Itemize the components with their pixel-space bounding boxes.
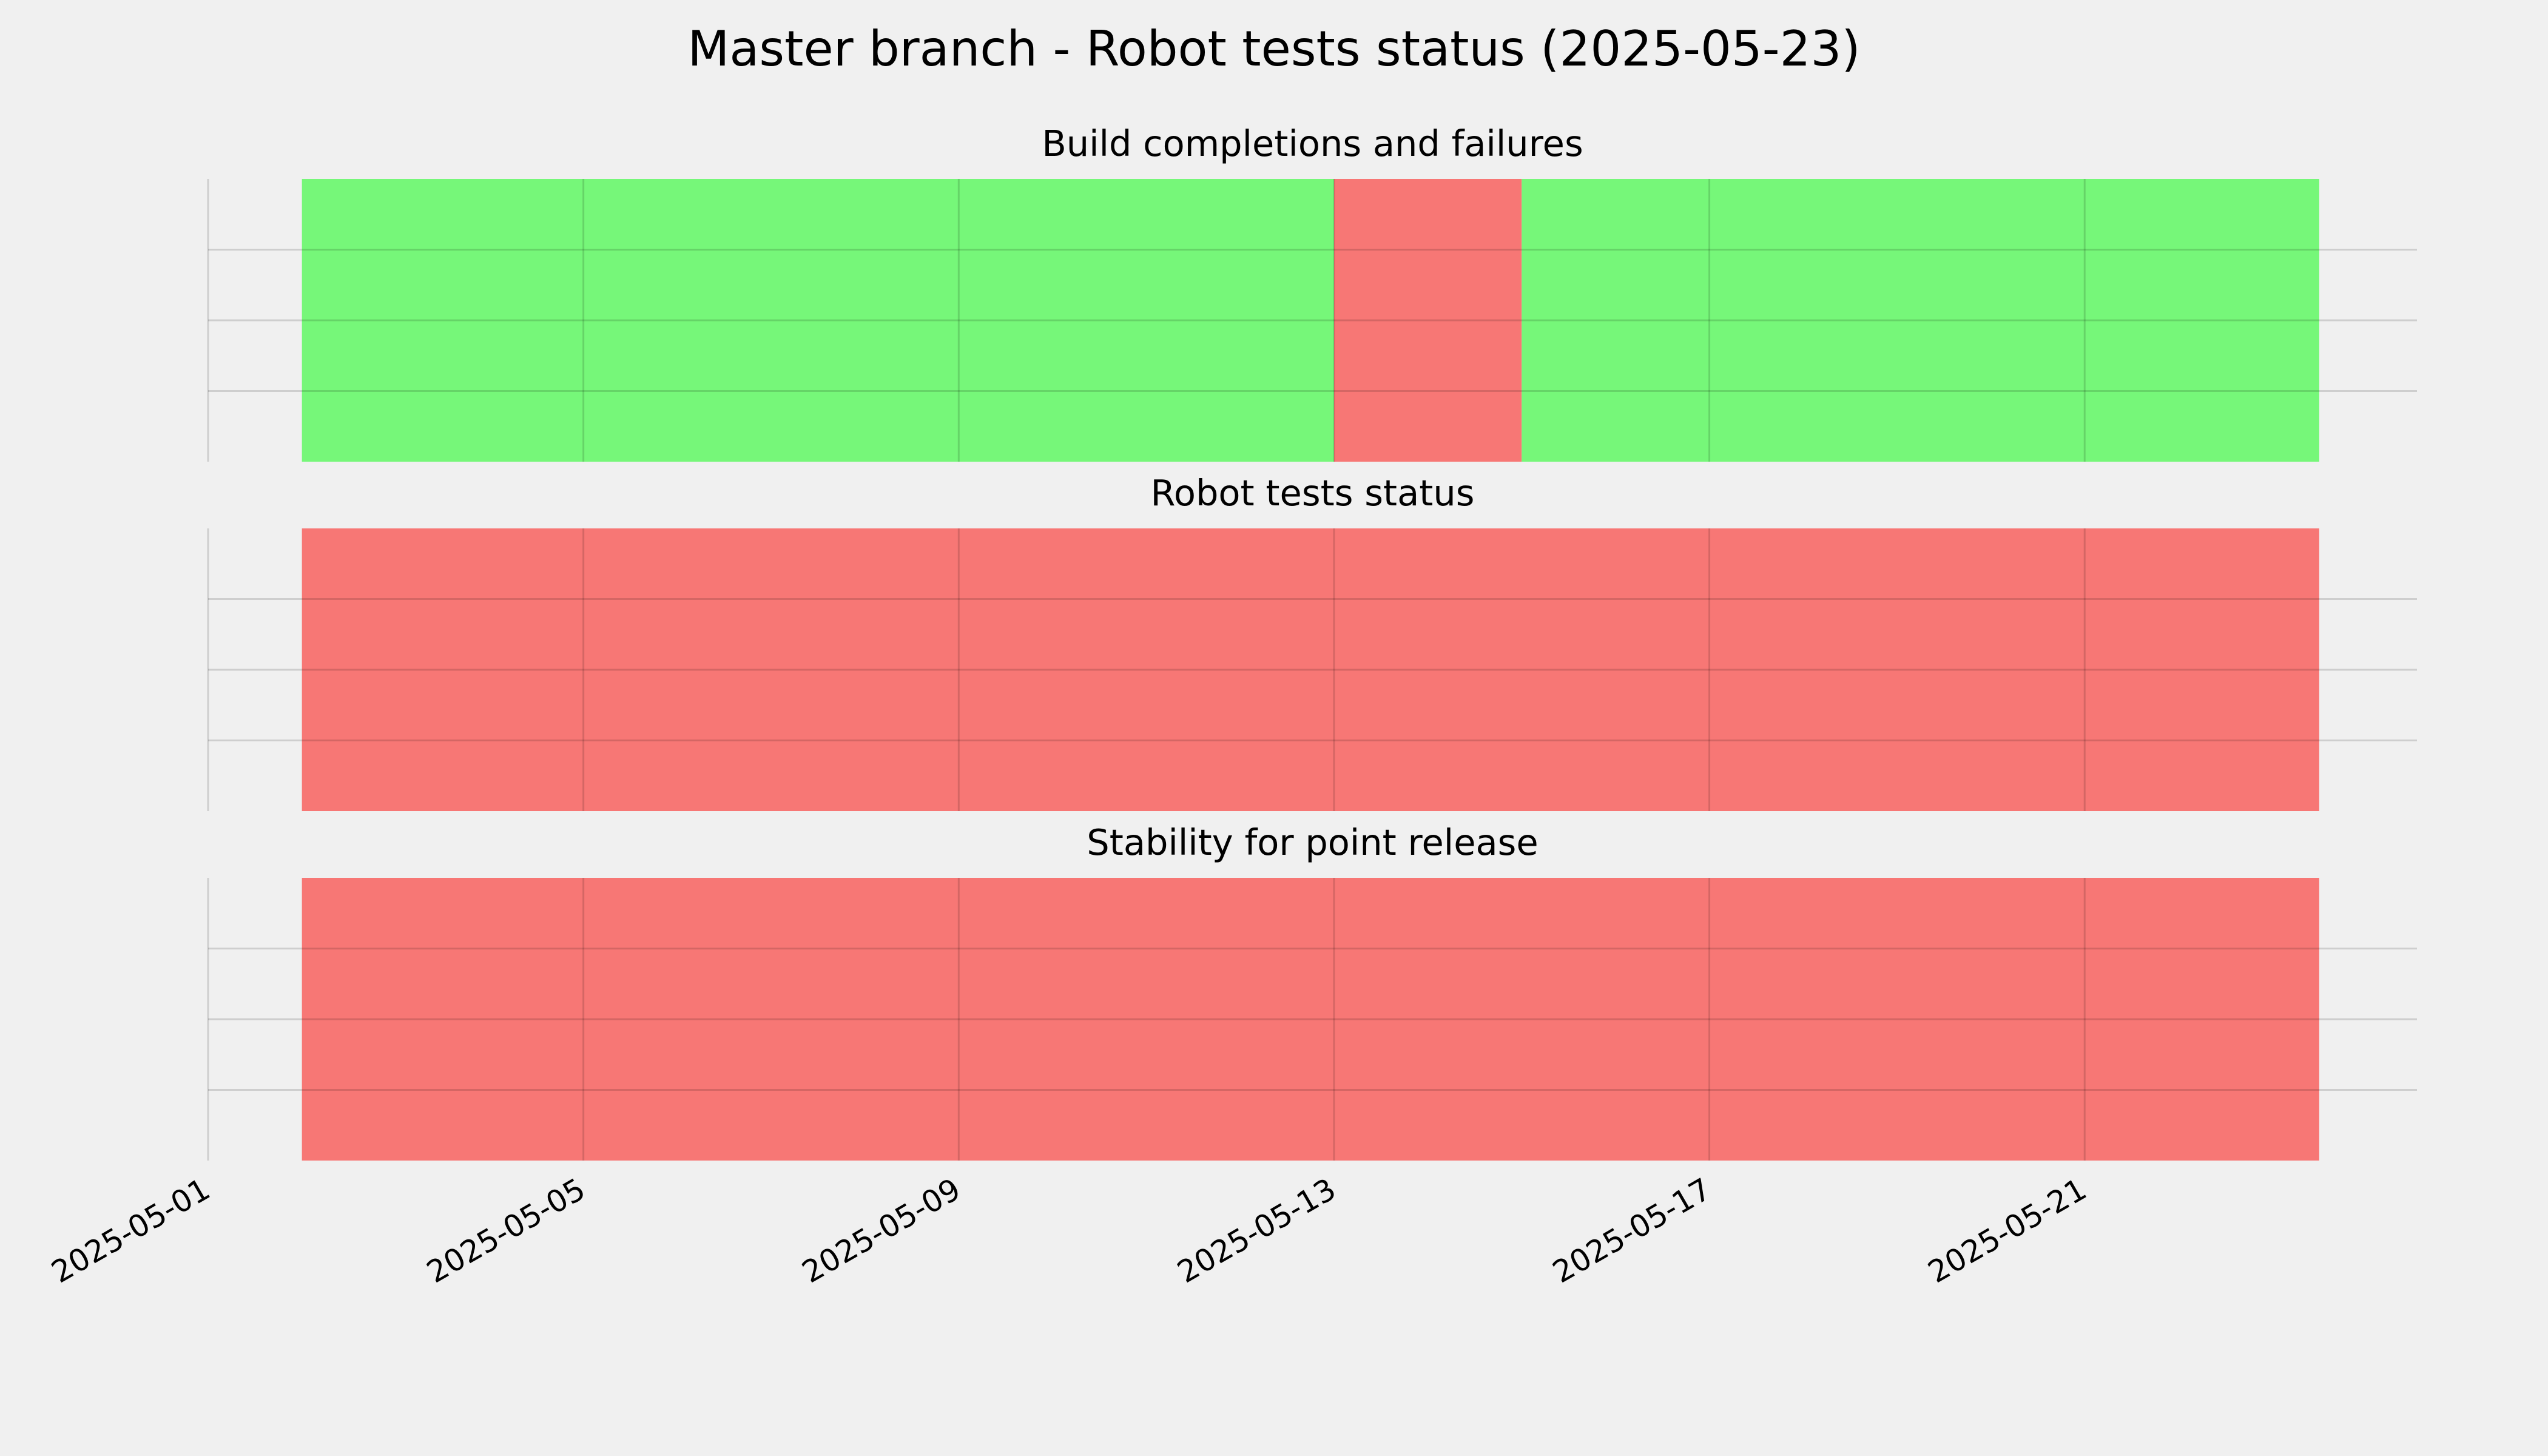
status-segment	[302, 528, 2319, 811]
status-segment	[1333, 179, 1522, 462]
status-segment	[1522, 179, 2319, 462]
chart-title: Master branch - Robot tests status (2025…	[687, 21, 1860, 77]
status-segment	[302, 179, 1334, 462]
panel-title: Build completions and failures	[1042, 123, 1583, 164]
panel-title: Robot tests status	[1151, 472, 1475, 514]
panel-title: Stability for point release	[1087, 821, 1538, 863]
status-segment	[302, 878, 2319, 1161]
